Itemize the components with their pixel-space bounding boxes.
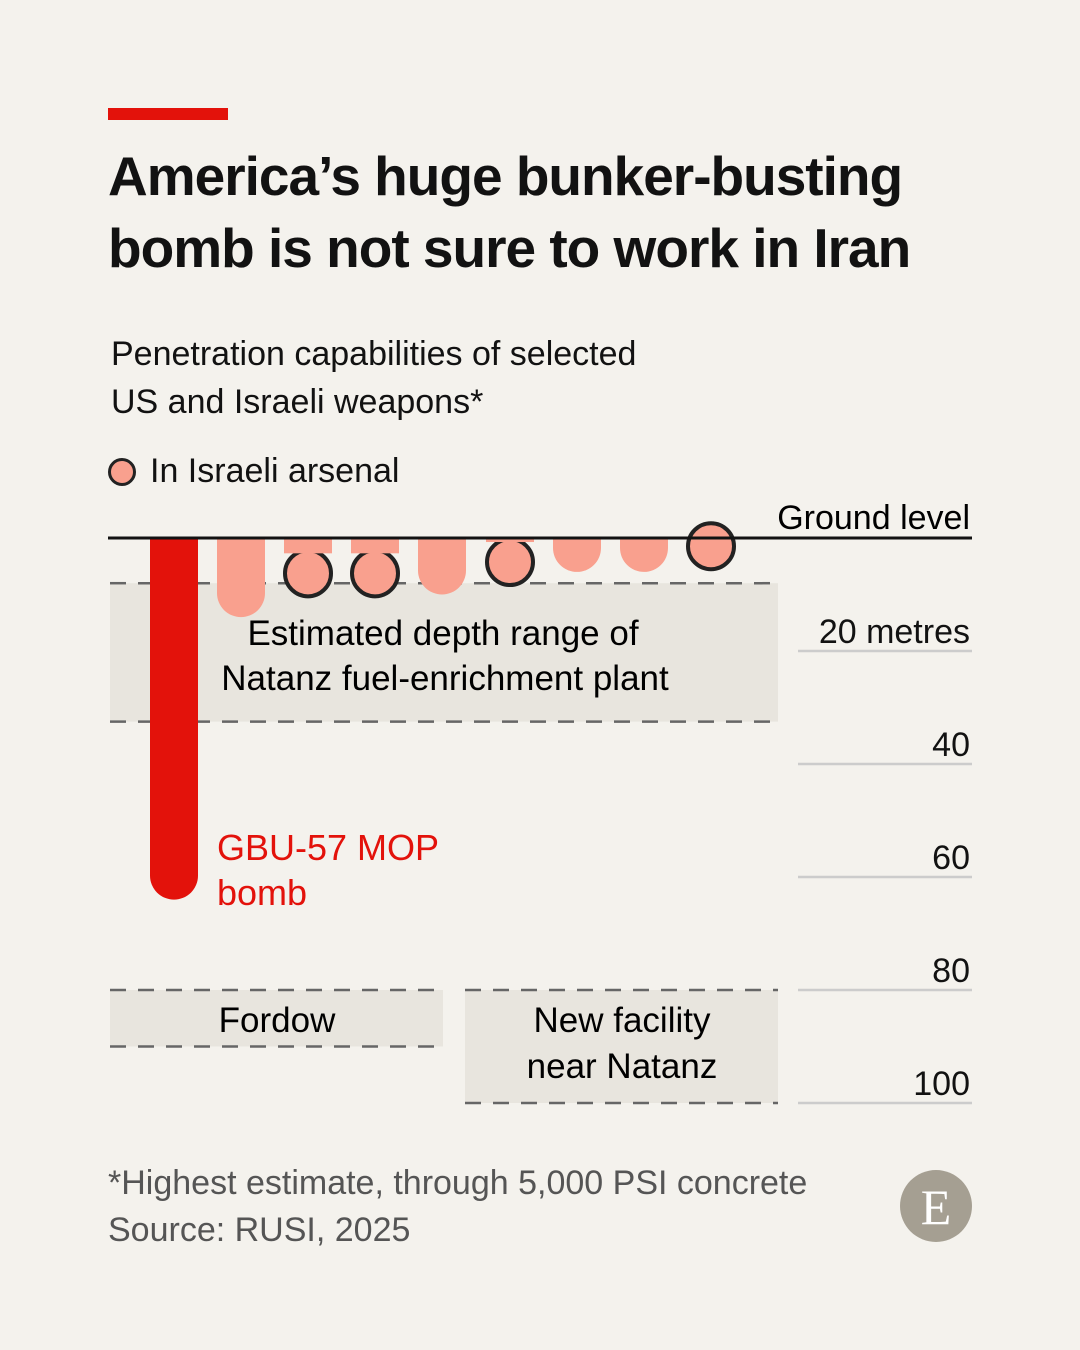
- bar-israeli-8: [686, 521, 736, 572]
- tick-label: 80: [932, 952, 970, 990]
- range-new-facility: [465, 990, 778, 1103]
- bar-stem-5: [486, 538, 534, 543]
- tick-label: 100: [913, 1065, 970, 1103]
- chart-title: America’s huge bunker-busting bomb is no…: [108, 145, 911, 279]
- bar-0: [150, 538, 198, 900]
- subtitle-line-1: Penetration capabilities of selected: [111, 335, 637, 373]
- subtitle-line-2: US and Israeli weapons*: [111, 383, 484, 421]
- bar-israeli-5: [485, 537, 535, 588]
- bar-label: bomb: [217, 872, 307, 913]
- source: Source: RUSI, 2025: [108, 1211, 411, 1249]
- bar-6: [553, 538, 601, 572]
- tick-label: 60: [932, 839, 970, 877]
- bar-israeli-3: [350, 548, 400, 599]
- chart-subtitle: Penetration capabilities of selected US a…: [111, 330, 811, 426]
- footer: *Highest estimate, through 5,000 PSI con…: [108, 1160, 807, 1254]
- bar-israeli-2: [283, 548, 333, 599]
- bar-7: [620, 538, 668, 572]
- range-label: New facility: [534, 1001, 711, 1040]
- tick-label: 40: [932, 726, 970, 764]
- bar-label: GBU-57 MOP: [217, 827, 439, 868]
- range-label: Estimated depth range of: [247, 614, 638, 653]
- footnote: *Highest estimate, through 5,000 PSI con…: [108, 1164, 808, 1202]
- ground-label: Ground level: [777, 499, 970, 537]
- range-fordow: [110, 990, 443, 1047]
- accent-bar: [108, 108, 228, 120]
- tick-label: 20 metres: [819, 613, 970, 651]
- range-label: Fordow: [219, 1001, 336, 1040]
- bar-1: [217, 538, 265, 618]
- legend: In Israeli arsenal: [108, 452, 399, 491]
- bar-stem-2: [284, 538, 332, 554]
- legend-label: In Israeli arsenal: [150, 452, 400, 490]
- economist-logo: E: [900, 1170, 972, 1242]
- range-label: near Natanz: [527, 1047, 718, 1086]
- range-label: Natanz fuel-enrichment plant: [221, 659, 669, 698]
- bar-4: [418, 538, 466, 595]
- bar-stem-3: [351, 538, 399, 554]
- legend-circle-icon: [108, 457, 136, 486]
